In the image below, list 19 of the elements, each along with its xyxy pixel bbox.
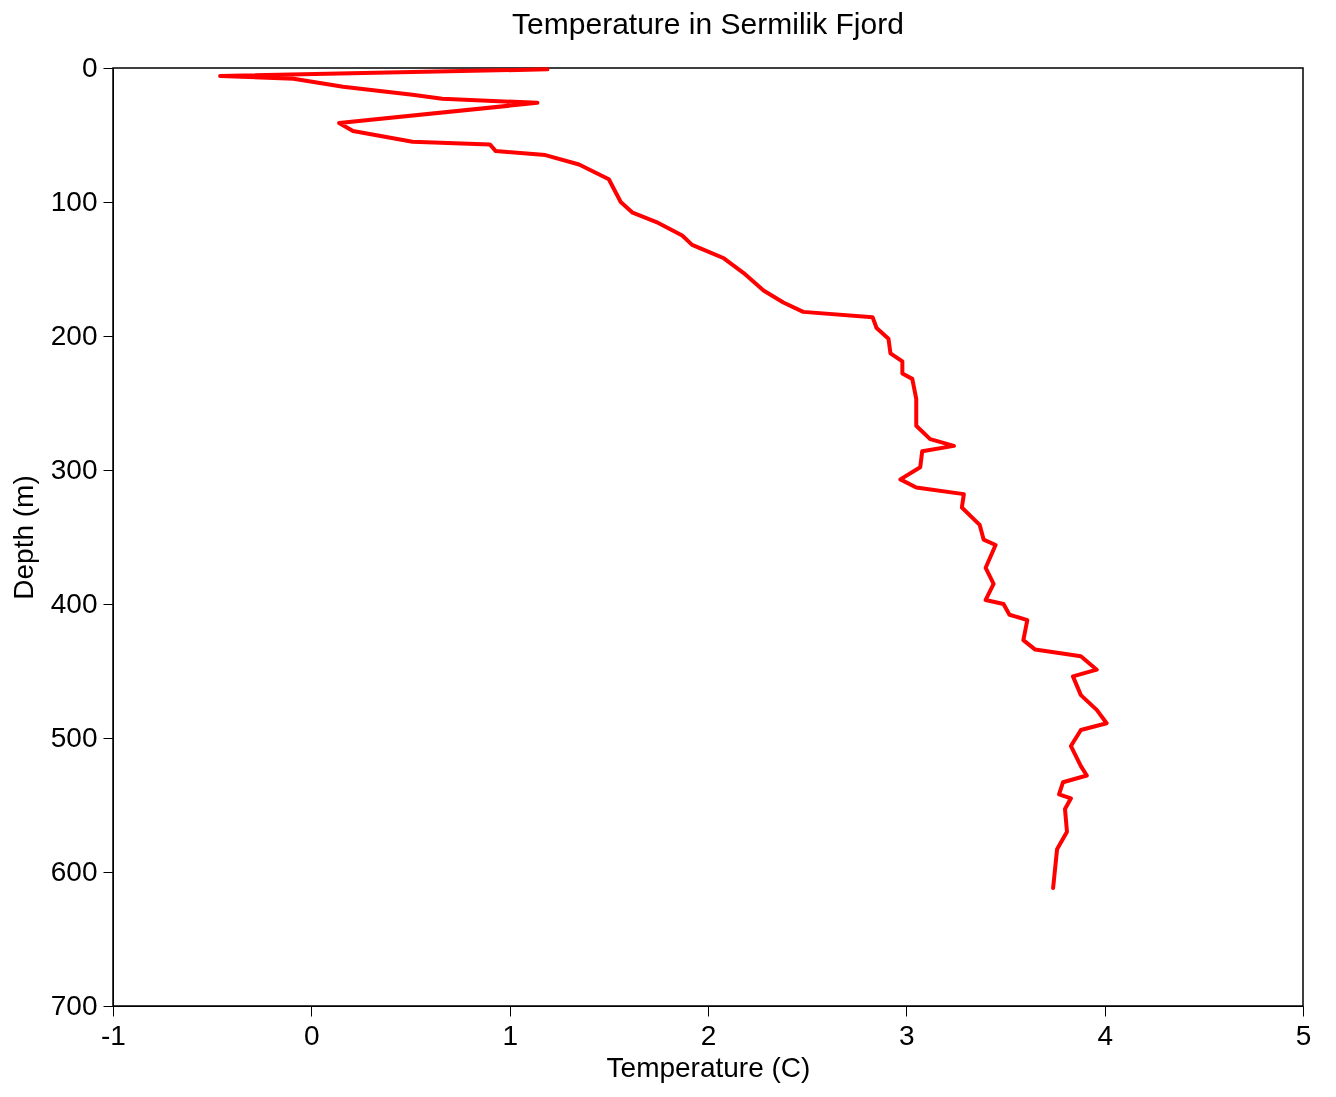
x-tick-label: 5 xyxy=(1295,1019,1312,1051)
x-tick-label: -1 xyxy=(101,1019,126,1051)
x-tick-label: 4 xyxy=(1097,1019,1113,1051)
chart-title: Temperature in Sermilik Fjord xyxy=(512,7,904,40)
y-tick-label: 400 xyxy=(50,587,98,619)
y-tick-label: 500 xyxy=(50,721,98,753)
x-tick-label: 2 xyxy=(700,1019,717,1051)
y-tick-label: 0 xyxy=(81,51,98,83)
y-tick-label: 300 xyxy=(50,453,98,485)
x-axis-title: Temperature (C) xyxy=(606,1051,811,1083)
y-tick-label: 700 xyxy=(50,989,98,1021)
x-tick-label: 1 xyxy=(502,1019,518,1051)
x-tick-label: 0 xyxy=(304,1019,320,1051)
x-tick-label: 3 xyxy=(899,1019,915,1051)
y-tick-label: 200 xyxy=(50,319,98,351)
y-axis-title: Depth (m) xyxy=(7,475,39,600)
y-tick-label: 100 xyxy=(50,185,98,217)
y-tick-label: 600 xyxy=(50,855,98,887)
line-series xyxy=(218,67,1109,891)
